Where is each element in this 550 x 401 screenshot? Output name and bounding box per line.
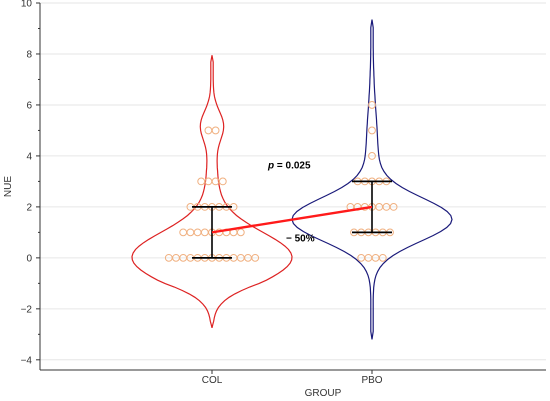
y-tick-label: −4 <box>21 355 33 366</box>
p-value-annotation: p = 0.025 <box>267 161 311 172</box>
y-tick-label: −2 <box>21 304 33 315</box>
y-tick-label: 10 <box>21 0 33 10</box>
change-annotation: − 50% <box>286 233 315 244</box>
p-label: p <box>267 161 274 172</box>
data-point <box>218 177 227 186</box>
data-point <box>186 228 195 237</box>
trend-line <box>211 205 373 234</box>
grid-lines <box>40 2 546 361</box>
data-point <box>251 253 260 262</box>
y-tick-label: 8 <box>26 49 32 60</box>
data-point <box>200 228 209 237</box>
data-point <box>197 177 206 186</box>
y-tick-label: 4 <box>26 151 32 162</box>
data-point <box>204 126 213 135</box>
p-value: = 0.025 <box>274 161 311 172</box>
x-axis-label: GROUP <box>305 388 342 399</box>
y-tick-label: 2 <box>26 202 32 213</box>
data-point <box>389 202 398 211</box>
violin-pbo <box>291 19 453 340</box>
summary-bars <box>192 180 392 259</box>
data-point <box>193 228 202 237</box>
median-trend-line <box>211 205 373 234</box>
data-point <box>368 126 376 135</box>
y-axis-label: NUE <box>3 176 14 197</box>
x-tick-label: PBO <box>361 375 382 386</box>
data-point <box>236 228 245 237</box>
data-point <box>378 253 387 262</box>
violin-col <box>131 55 293 329</box>
y-tick-label: 6 <box>26 100 32 111</box>
y-tick-label: 0 <box>26 253 32 264</box>
data-point <box>211 126 220 135</box>
axes: −4 −2 0 2 4 6 8 10 COL PBO <box>21 0 546 386</box>
data-point <box>368 101 376 109</box>
data-point <box>179 228 188 237</box>
x-tick-label: COL <box>202 375 223 386</box>
data-point <box>368 152 376 160</box>
violins <box>131 19 453 340</box>
